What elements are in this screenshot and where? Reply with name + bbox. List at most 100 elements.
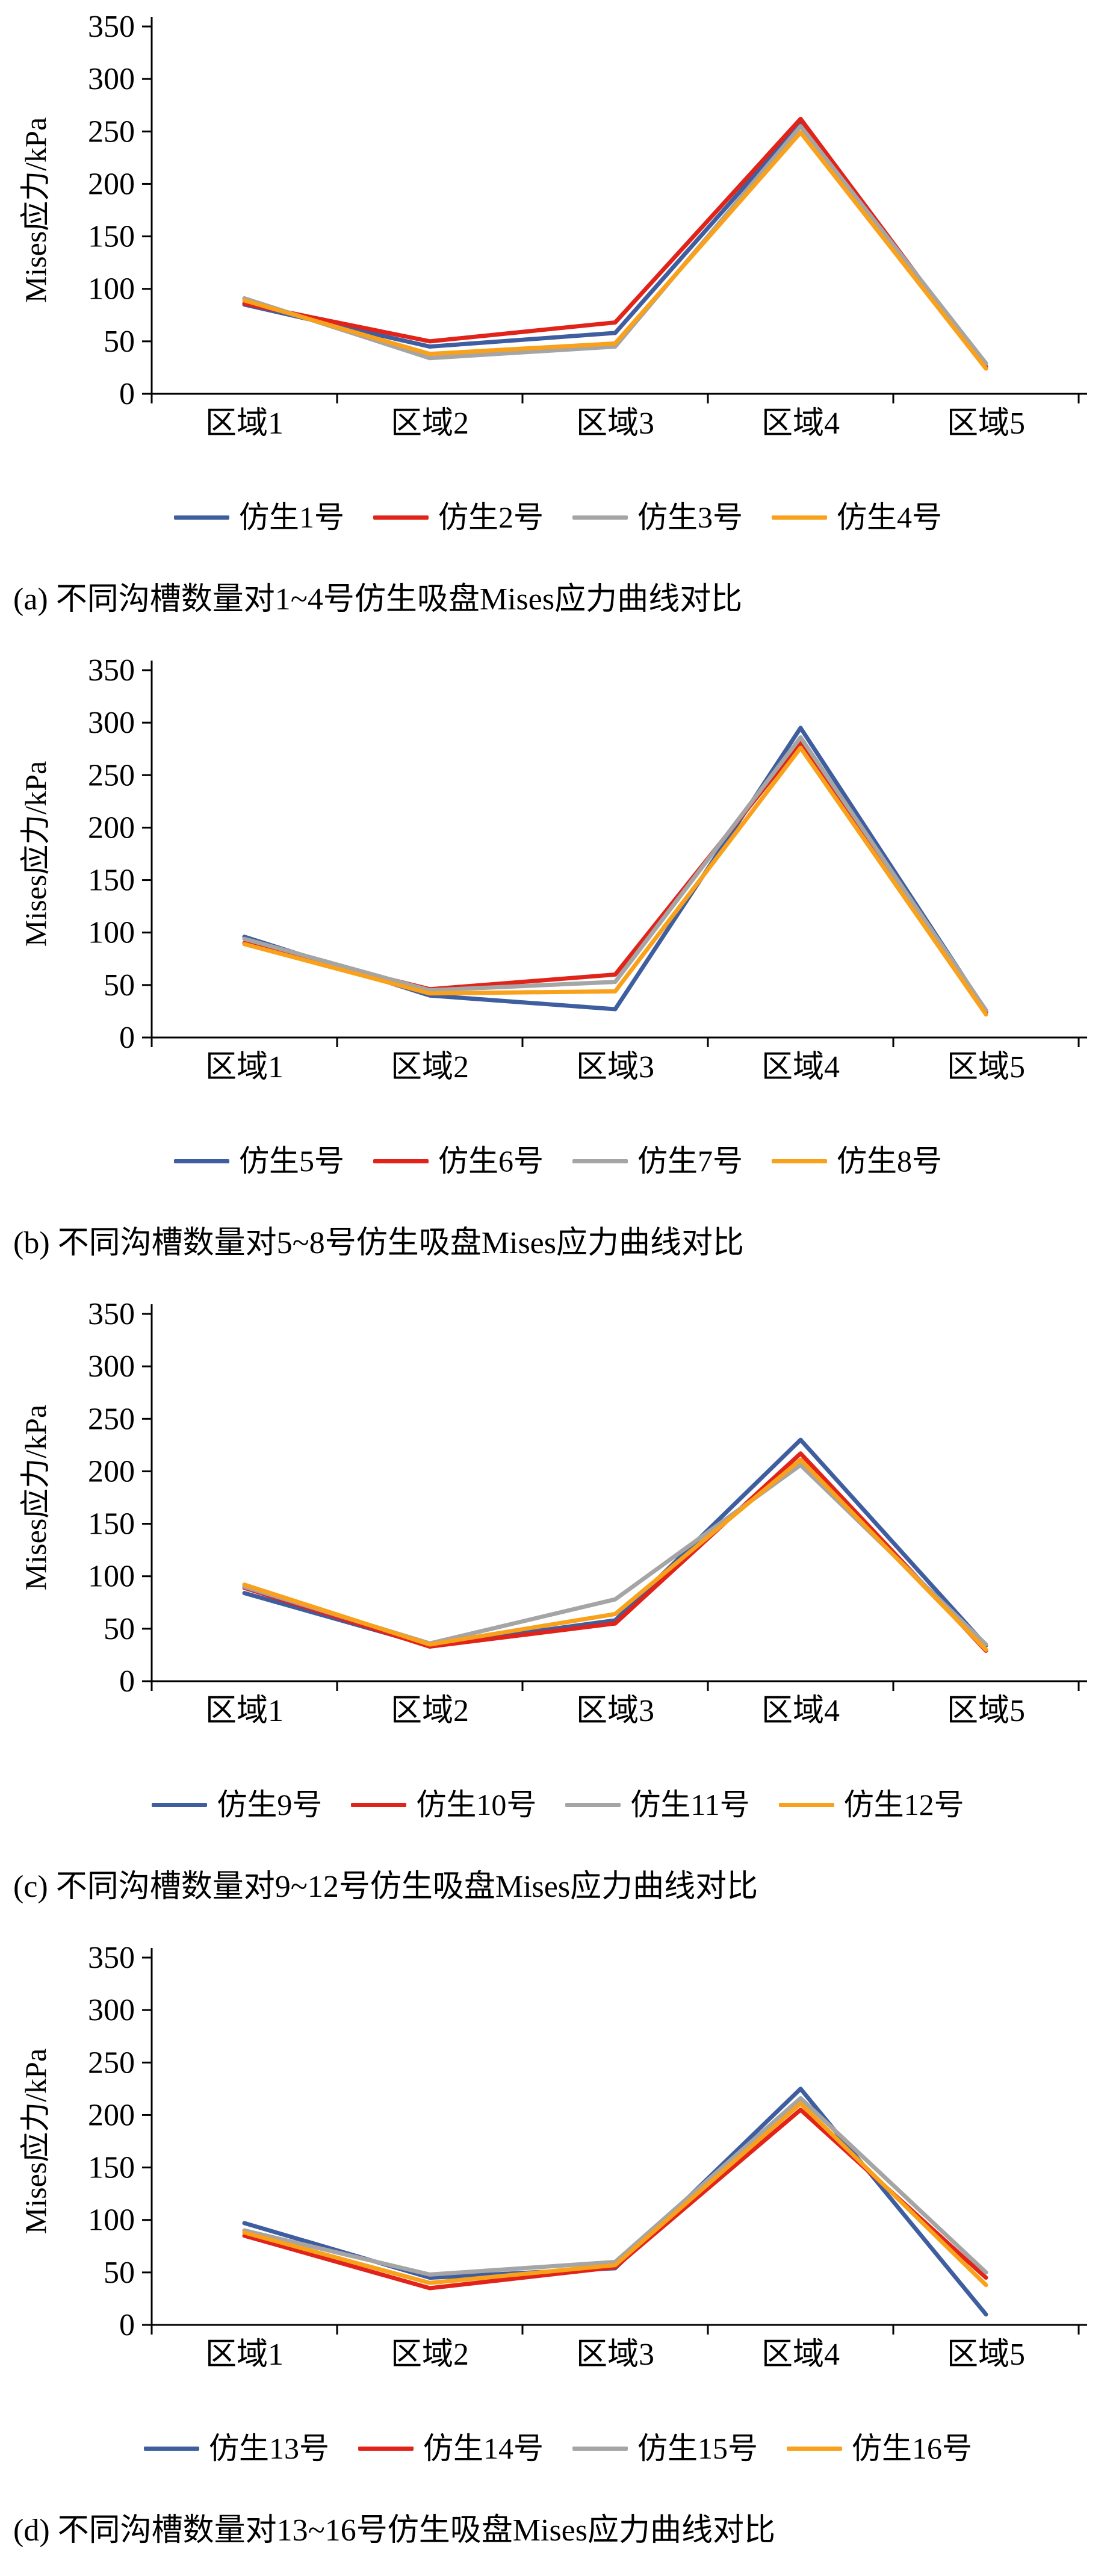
y-tick-label: 350 [88, 653, 135, 688]
legend-item-0-2: 仿生3号 [572, 501, 743, 534]
x-category-label: 区域5 [947, 2338, 1025, 2372]
legend-line-swatch [772, 1159, 827, 1163]
y-axis-title: Mises应力/kPa [19, 2049, 52, 2234]
y-tick-label: 350 [88, 10, 135, 44]
y-tick-label: 250 [88, 114, 135, 149]
caption-d: (d) 不同沟槽数量对13~16号仿生吸盘Mises应力曲线对比 [13, 2513, 776, 2548]
panel-d: 0 50 100 150 200 250 300 350 区域1 区域2 区域3 区域4 区域5 Mise… [0, 1931, 1116, 2575]
caption-a: (a) 不同沟槽数量对1~4号仿生吸盘Mises应力曲线对比 [13, 582, 743, 617]
legend-a: 仿生1号 仿生2号 仿生3号 仿生4号 [0, 501, 1116, 534]
legend-item-1-2: 仿生7号 [572, 1145, 743, 1178]
legend-label: 仿生10号 [416, 1788, 537, 1822]
legend-item-1-1: 仿生6号 [373, 1145, 544, 1178]
legend-line-swatch [373, 1159, 429, 1163]
legend-item-2-0: 仿生9号 [152, 1788, 322, 1822]
line-chart-c: 0 50 100 150 200 250 300 350 区域1 区域2 区域3 区域4 区域5 Mise… [19, 1297, 1087, 1728]
y-tick-label: 50 [104, 325, 135, 359]
y-tick-label: 0 [119, 2308, 135, 2342]
y-tick-label: 50 [104, 1612, 135, 1646]
legend-item-1-3: 仿生8号 [772, 1145, 942, 1178]
x-category-label: 区域4 [761, 406, 840, 441]
line-chart-a: 0 50 100 150 200 250 300 350 区域1 区域2 区域3 区域4 区域5 Mise… [19, 10, 1087, 441]
legend-item-0-3: 仿生4号 [772, 501, 942, 534]
y-tick-label: 250 [88, 2046, 135, 2080]
legend-label: 仿生6号 [438, 1144, 544, 1178]
legend-label: 仿生5号 [239, 1144, 344, 1178]
y-tick-label: 150 [88, 1507, 135, 1542]
x-category-label: 区域2 [391, 1694, 469, 1728]
y-tick-label: 150 [88, 863, 135, 898]
y-tick-label: 100 [88, 2203, 135, 2238]
y-tick-label: 300 [88, 1349, 135, 1384]
legend-line-swatch [358, 2447, 414, 2451]
legend-line-swatch [152, 1803, 208, 1807]
series-line-1-2 [242, 735, 988, 1013]
legend-c: 仿生9号 仿生10号 仿生11号 仿生12号 [0, 1788, 1116, 1822]
panel-a: 0 50 100 150 200 250 300 350 区域1 区域2 区域3 区域4 区域5 Mise… [0, 0, 1116, 644]
y-tick-label: 0 [119, 1021, 135, 1055]
legend-line-swatch [572, 2447, 628, 2451]
series-line-3-0 [242, 2086, 988, 2317]
y-tick-label: 50 [104, 2256, 135, 2290]
legend-item-3-1: 仿生14号 [358, 2432, 544, 2465]
x-category-label: 区域1 [205, 1694, 284, 1728]
y-tick-label: 350 [88, 1297, 135, 1331]
y-axis-title: Mises应力/kPa [19, 117, 52, 303]
y-tick-label: 250 [88, 1402, 135, 1436]
legend-item-2-1: 仿生10号 [351, 1788, 536, 1822]
legend-line-swatch [144, 2447, 199, 2451]
legend-item-1-0: 仿生5号 [174, 1145, 344, 1178]
x-category-label: 区域1 [205, 406, 284, 441]
x-category-label: 区域5 [947, 1050, 1025, 1084]
x-category-label: 区域3 [576, 2338, 654, 2372]
y-tick-label: 200 [88, 1454, 135, 1489]
x-category-label: 区域4 [761, 1050, 840, 1084]
legend-item-0-1: 仿生2号 [373, 501, 544, 534]
legend-item-3-2: 仿生15号 [572, 2432, 758, 2465]
series-line-0-3 [242, 130, 988, 371]
series-line-3-2 [242, 2096, 988, 2277]
legend-line-swatch [373, 515, 429, 520]
y-tick-label: 350 [88, 1941, 135, 1975]
legend-line-swatch [787, 2447, 842, 2451]
line-chart-d: 0 50 100 150 200 250 300 350 区域1 区域2 区域3 区域4 区域5 Mise… [19, 1941, 1087, 2372]
x-category-label: 区域2 [391, 2338, 469, 2372]
y-axis-title: Mises应力/kPa [19, 761, 52, 947]
legend-label: 仿生2号 [438, 500, 544, 534]
panel-c: 0 50 100 150 200 250 300 350 区域1 区域2 区域3 区域4 区域5 Mise… [0, 1287, 1116, 1931]
legend-label: 仿生4号 [837, 500, 942, 534]
panel-b: 0 50 100 150 200 250 300 350 区域1 区域2 区域3 区域4 区域5 Mise… [0, 644, 1116, 1287]
legend-line-swatch [565, 1803, 621, 1807]
x-category-label: 区域4 [761, 2338, 840, 2372]
legend-label: 仿生15号 [637, 2431, 758, 2465]
y-tick-label: 300 [88, 62, 135, 96]
legend-line-swatch [572, 1159, 628, 1163]
series-line-1-3 [242, 745, 988, 1017]
x-category-label: 区域4 [761, 1694, 840, 1728]
y-tick-label: 200 [88, 810, 135, 845]
y-tick-label: 200 [88, 2098, 135, 2132]
series-line-2-3 [242, 1457, 988, 1652]
legend-item-3-0: 仿生13号 [144, 2432, 329, 2465]
x-category-label: 区域5 [947, 1694, 1025, 1728]
legend-line-swatch [351, 1803, 407, 1807]
legend-line-swatch [174, 515, 229, 520]
y-tick-label: 100 [88, 272, 135, 306]
caption-b: (b) 不同沟槽数量对5~8号仿生吸盘Mises应力曲线对比 [13, 1226, 745, 1260]
y-tick-label: 150 [88, 220, 135, 254]
series-line-0-0 [242, 120, 988, 369]
x-category-label: 区域1 [205, 1050, 284, 1084]
legend-label: 仿生8号 [837, 1144, 942, 1178]
y-tick-label: 0 [119, 1664, 135, 1699]
y-tick-label: 50 [104, 968, 135, 1003]
y-tick-label: 200 [88, 167, 135, 201]
x-category-label: 区域3 [576, 406, 654, 441]
y-tick-label: 0 [119, 377, 135, 411]
legend-label: 仿生12号 [843, 1788, 964, 1822]
x-category-label: 区域2 [391, 1050, 469, 1084]
legend-line-swatch [572, 515, 628, 520]
y-tick-label: 150 [88, 2151, 135, 2185]
legend-label: 仿生11号 [630, 1788, 750, 1822]
legend-line-swatch [772, 515, 827, 520]
legend-item-3-3: 仿生16号 [787, 2432, 972, 2465]
